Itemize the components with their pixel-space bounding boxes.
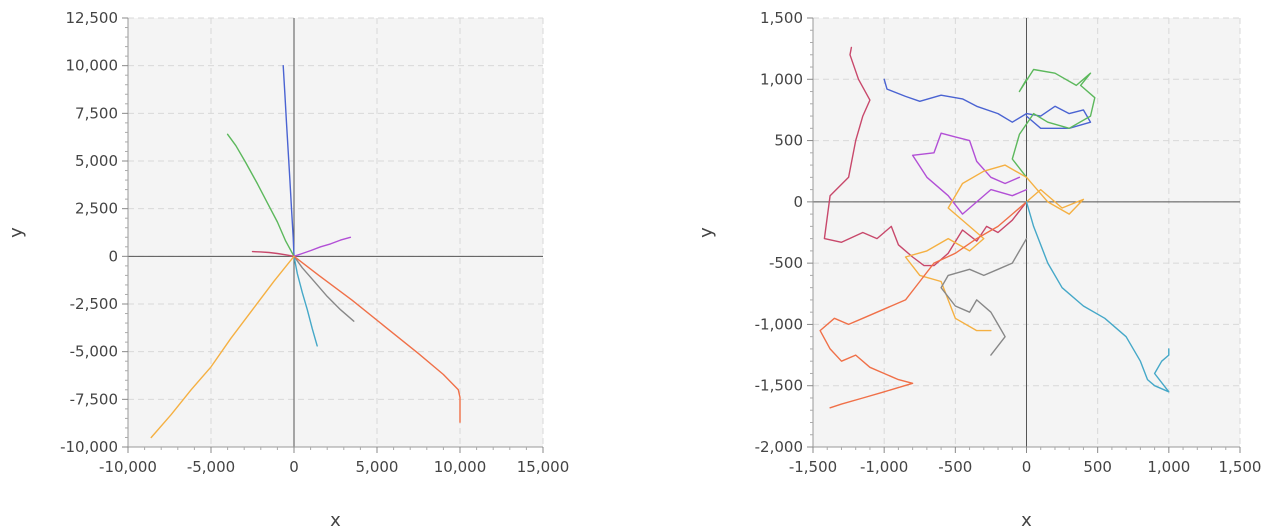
y-axis-title: y xyxy=(696,227,717,238)
y-axis-title: y xyxy=(6,227,27,238)
y-tick-label: 500 xyxy=(774,132,803,150)
y-tick-label: 0 xyxy=(108,247,118,265)
plot-area xyxy=(128,18,543,447)
y-tick-label: 1,000 xyxy=(760,70,803,88)
x-tick-label: -500 xyxy=(938,458,972,476)
y-tick-label: -2,500 xyxy=(70,295,118,313)
series-line-4 xyxy=(293,255,355,322)
chart-right: -1,500 -1,000 -500 0 500 1,000 1,500 -2,000 -1,5… xyxy=(696,9,1261,529)
y-tick-label: -7,500 xyxy=(70,390,118,408)
series-line-6 xyxy=(819,201,1028,409)
series-line-7 xyxy=(1025,201,1170,393)
series-line-2 xyxy=(293,236,352,257)
x-tick-label: 10,000 xyxy=(434,458,487,476)
x-axis-title: x xyxy=(1021,510,1032,529)
y-tick-label: -2,000 xyxy=(755,438,803,456)
series-line-5 xyxy=(293,255,318,347)
series-line-4 xyxy=(904,164,1085,332)
x-tick-label: 15,000 xyxy=(517,458,570,476)
series-line-1 xyxy=(883,78,1092,130)
series-line-3 xyxy=(911,132,1028,215)
y-tick-label: -1,500 xyxy=(755,377,803,395)
series-line-0 xyxy=(282,64,295,257)
series-line-2 xyxy=(1011,68,1096,179)
y-tick-label: -1,000 xyxy=(755,315,803,333)
x-axis-title: x xyxy=(330,510,341,529)
series-line-1 xyxy=(226,133,295,257)
y-tick-label: 12,500 xyxy=(66,9,119,27)
series-line-6 xyxy=(293,255,461,423)
series-line-3 xyxy=(251,250,295,257)
x-tick-label: 500 xyxy=(1083,458,1112,476)
x-tick-label: -1,000 xyxy=(860,458,908,476)
x-tick-label: 1,000 xyxy=(1147,458,1190,476)
y-tick-label: -500 xyxy=(769,254,803,272)
y-tick-label: 2,500 xyxy=(75,200,118,218)
y-tick-label: 5,000 xyxy=(75,152,118,170)
chart-left: -10,000 -5,000 0 5,000 10,000 15,000 -10,000 -7… xyxy=(6,9,569,529)
y-tick-label: -10,000 xyxy=(60,438,118,456)
y-tick-label: 10,000 xyxy=(66,57,119,75)
x-tick-label: 5,000 xyxy=(356,458,399,476)
x-tick-label: 0 xyxy=(1022,458,1032,476)
y-tick-label: 0 xyxy=(793,193,803,211)
x-tick-label: 0 xyxy=(289,458,299,476)
series-line-0 xyxy=(823,46,1028,267)
y-tick-label: -5,000 xyxy=(70,343,118,361)
y-tick-label: 7,500 xyxy=(75,104,118,122)
y-tick-label: 1,500 xyxy=(760,9,803,27)
x-tick-label: -1,500 xyxy=(789,458,837,476)
x-tick-label: 1,500 xyxy=(1219,458,1262,476)
x-tick-label: -10,000 xyxy=(99,458,157,476)
series-line-5 xyxy=(940,237,1028,356)
series-line-7 xyxy=(150,255,295,439)
x-tick-label: -5,000 xyxy=(187,458,235,476)
